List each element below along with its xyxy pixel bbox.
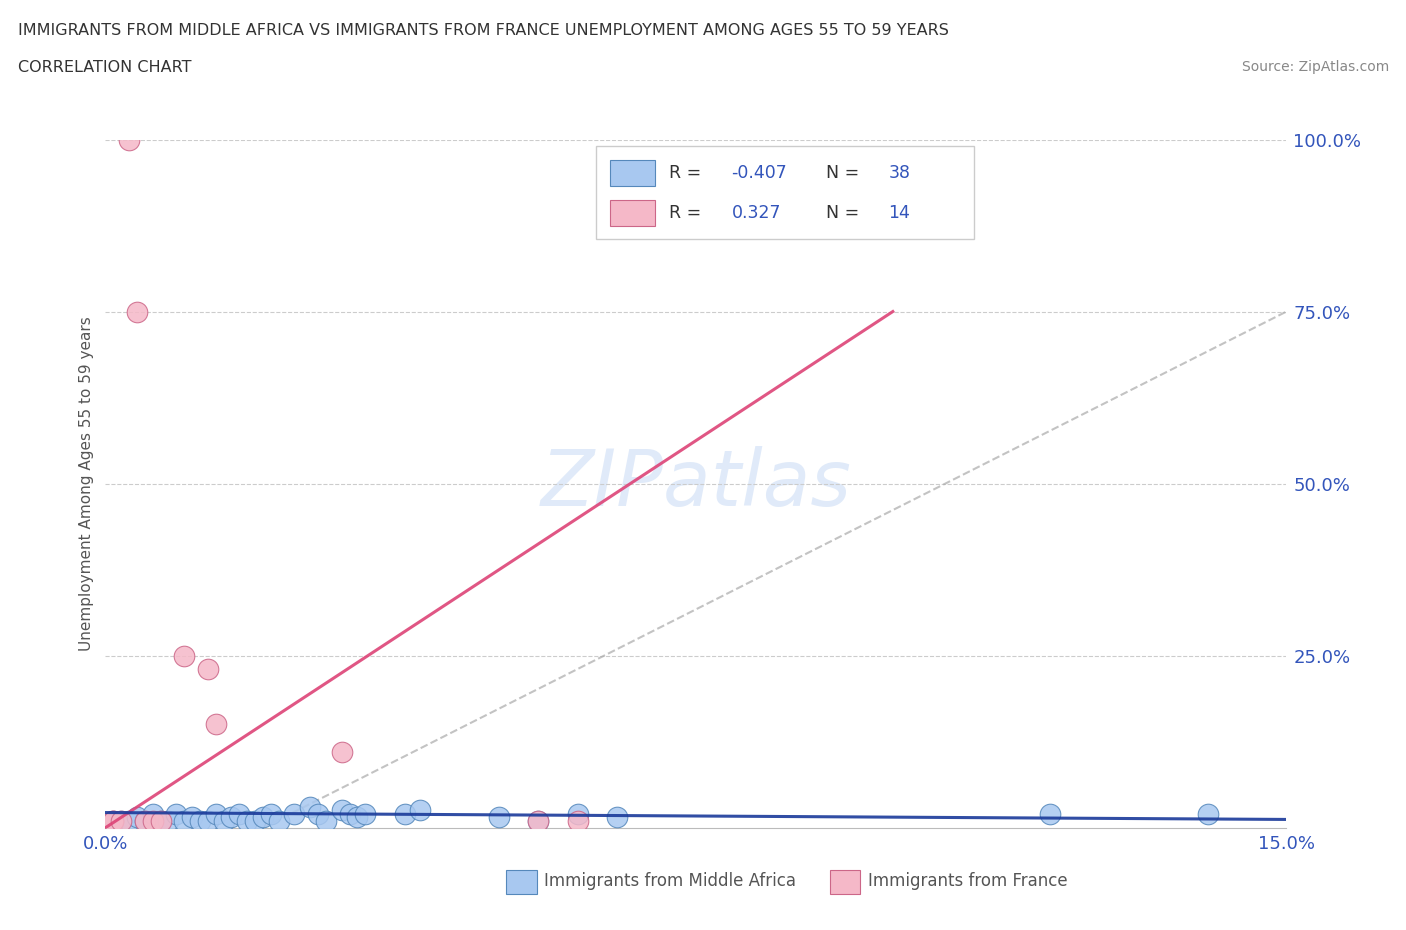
Point [149, 814, 172, 829]
Point [267, 814, 290, 829]
Point [221, 810, 243, 825]
Point [149, 814, 172, 829]
Point [567, 814, 589, 829]
Text: R =: R = [669, 205, 711, 222]
Point [330, 804, 353, 818]
Point [488, 810, 510, 825]
Point [125, 810, 148, 825]
Point [299, 800, 322, 815]
Point [527, 814, 550, 829]
Text: 0.327: 0.327 [731, 205, 780, 222]
Point [188, 814, 211, 829]
Point [252, 810, 274, 825]
Point [157, 814, 180, 829]
Point [173, 648, 195, 663]
Point [142, 806, 165, 821]
Point [1039, 806, 1062, 821]
Point [527, 814, 550, 829]
Point [197, 662, 219, 677]
Point [134, 814, 156, 829]
Text: 14: 14 [889, 205, 910, 222]
Bar [610, 200, 655, 226]
Point [283, 806, 305, 821]
Point [243, 814, 266, 829]
Point [236, 814, 259, 829]
Text: CORRELATION CHART: CORRELATION CHART [18, 60, 191, 75]
Point [173, 814, 195, 829]
Point [142, 814, 165, 829]
Point [103, 814, 125, 829]
Point [409, 804, 432, 818]
Text: 38: 38 [889, 165, 911, 182]
Text: Immigrants from Middle Africa: Immigrants from Middle Africa [544, 871, 796, 890]
Point [204, 717, 226, 732]
Point [307, 806, 329, 821]
Point [110, 814, 132, 829]
Point [346, 810, 368, 825]
Point [212, 814, 235, 829]
Point [103, 814, 125, 829]
Bar [610, 160, 655, 186]
Point [1197, 806, 1219, 821]
Text: Immigrants from France: Immigrants from France [868, 871, 1067, 890]
Point [125, 304, 148, 319]
Point [606, 810, 628, 825]
Point [165, 806, 187, 821]
Point [315, 814, 337, 829]
Text: -0.407: -0.407 [731, 165, 787, 182]
Point [103, 814, 125, 829]
Point [181, 810, 204, 825]
Point [228, 806, 250, 821]
Point [134, 814, 156, 829]
Text: ZIPatlas: ZIPatlas [540, 445, 852, 522]
Text: N =: N = [825, 165, 865, 182]
Text: IMMIGRANTS FROM MIDDLE AFRICA VS IMMIGRANTS FROM FRANCE UNEMPLOYMENT AMONG AGES : IMMIGRANTS FROM MIDDLE AFRICA VS IMMIGRA… [18, 23, 949, 38]
Point [110, 814, 132, 829]
Point [204, 806, 226, 821]
Point [354, 806, 377, 821]
Y-axis label: Unemployment Among Ages 55 to 59 years: Unemployment Among Ages 55 to 59 years [79, 316, 94, 651]
Point [260, 806, 283, 821]
Point [118, 132, 141, 147]
Text: Source: ZipAtlas.com: Source: ZipAtlas.com [1241, 60, 1389, 74]
Point [394, 806, 416, 821]
Point [118, 814, 141, 829]
Point [330, 745, 353, 760]
Text: R =: R = [669, 165, 707, 182]
Text: N =: N = [825, 205, 865, 222]
Point [339, 806, 361, 821]
Point [567, 806, 589, 821]
FancyBboxPatch shape [596, 146, 973, 239]
Point [197, 814, 219, 829]
